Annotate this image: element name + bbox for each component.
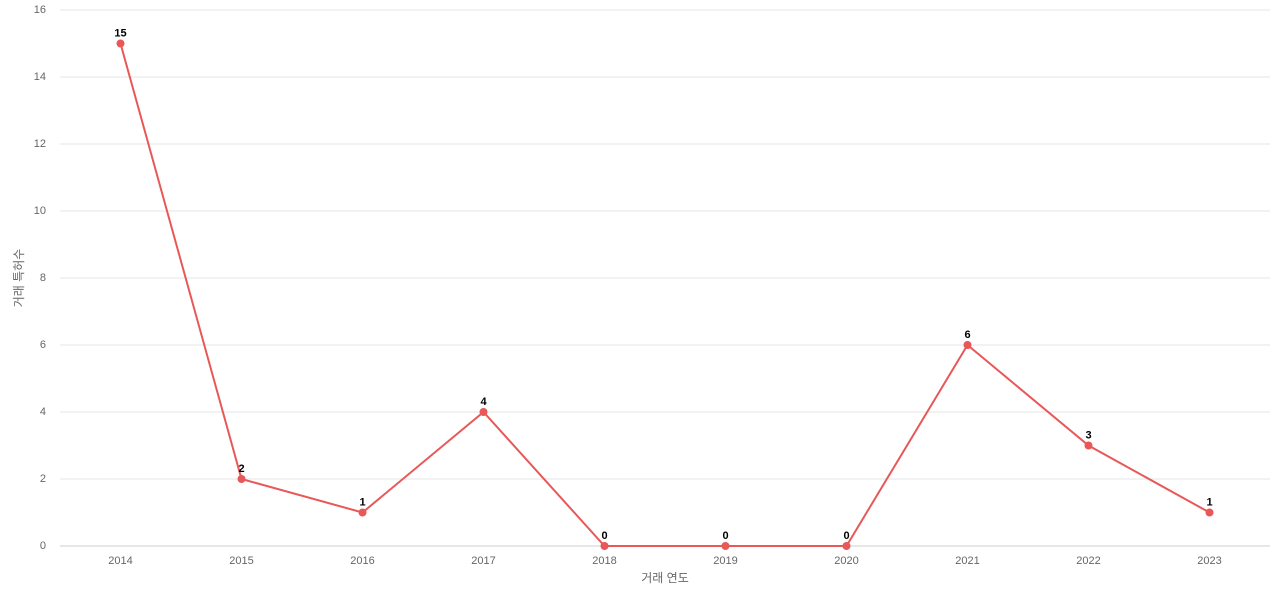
y-tick-label: 2 [40, 473, 46, 485]
data-label: 0 [722, 530, 728, 542]
x-tick-label: 2021 [955, 555, 979, 567]
y-tick-label: 6 [40, 339, 46, 351]
x-tick-label: 2022 [1076, 555, 1100, 567]
point [237, 475, 246, 483]
point [963, 341, 972, 349]
point [358, 508, 367, 517]
point [842, 542, 851, 550]
x-tick-label: 2020 [834, 555, 858, 567]
x-tick-label: 2014 [108, 555, 132, 567]
line [119, 43, 1210, 547]
y-tick-label: 8 [40, 272, 46, 284]
point [116, 39, 125, 48]
y-axis-label: 거래 특허수 [12, 249, 26, 308]
x-tick-label: 2019 [713, 555, 737, 567]
point [1205, 508, 1214, 517]
y-tick-label: 12 [34, 138, 46, 150]
x-axis-label: 거래 연도 [641, 571, 689, 585]
x-tick-label: 2017 [471, 555, 495, 567]
data-label: 0 [601, 530, 607, 542]
x-tick-label: 2015 [229, 555, 253, 567]
y-tick-label: 16 [34, 4, 46, 16]
y-tick-label: 0 [40, 540, 46, 552]
point [479, 408, 488, 416]
data-label: 15 [114, 27, 126, 39]
x-tick-label: 2023 [1197, 555, 1221, 567]
point [600, 542, 609, 550]
data-label: 3 [1085, 429, 1091, 441]
point [1084, 441, 1093, 450]
data-label: 1 [359, 496, 365, 508]
point [721, 542, 730, 550]
data-label: 6 [964, 329, 970, 341]
y-tick-label: 14 [34, 71, 46, 83]
y-tick-label: 4 [40, 406, 46, 418]
data-label: 0 [843, 530, 849, 542]
y-tick-label: 10 [34, 205, 46, 217]
data-label: 4 [480, 396, 487, 408]
data-label: 2 [238, 463, 244, 475]
data-label: 1 [1206, 496, 1212, 508]
x-tick-label: 2018 [592, 555, 616, 567]
x-tick-label: 2016 [350, 555, 374, 567]
